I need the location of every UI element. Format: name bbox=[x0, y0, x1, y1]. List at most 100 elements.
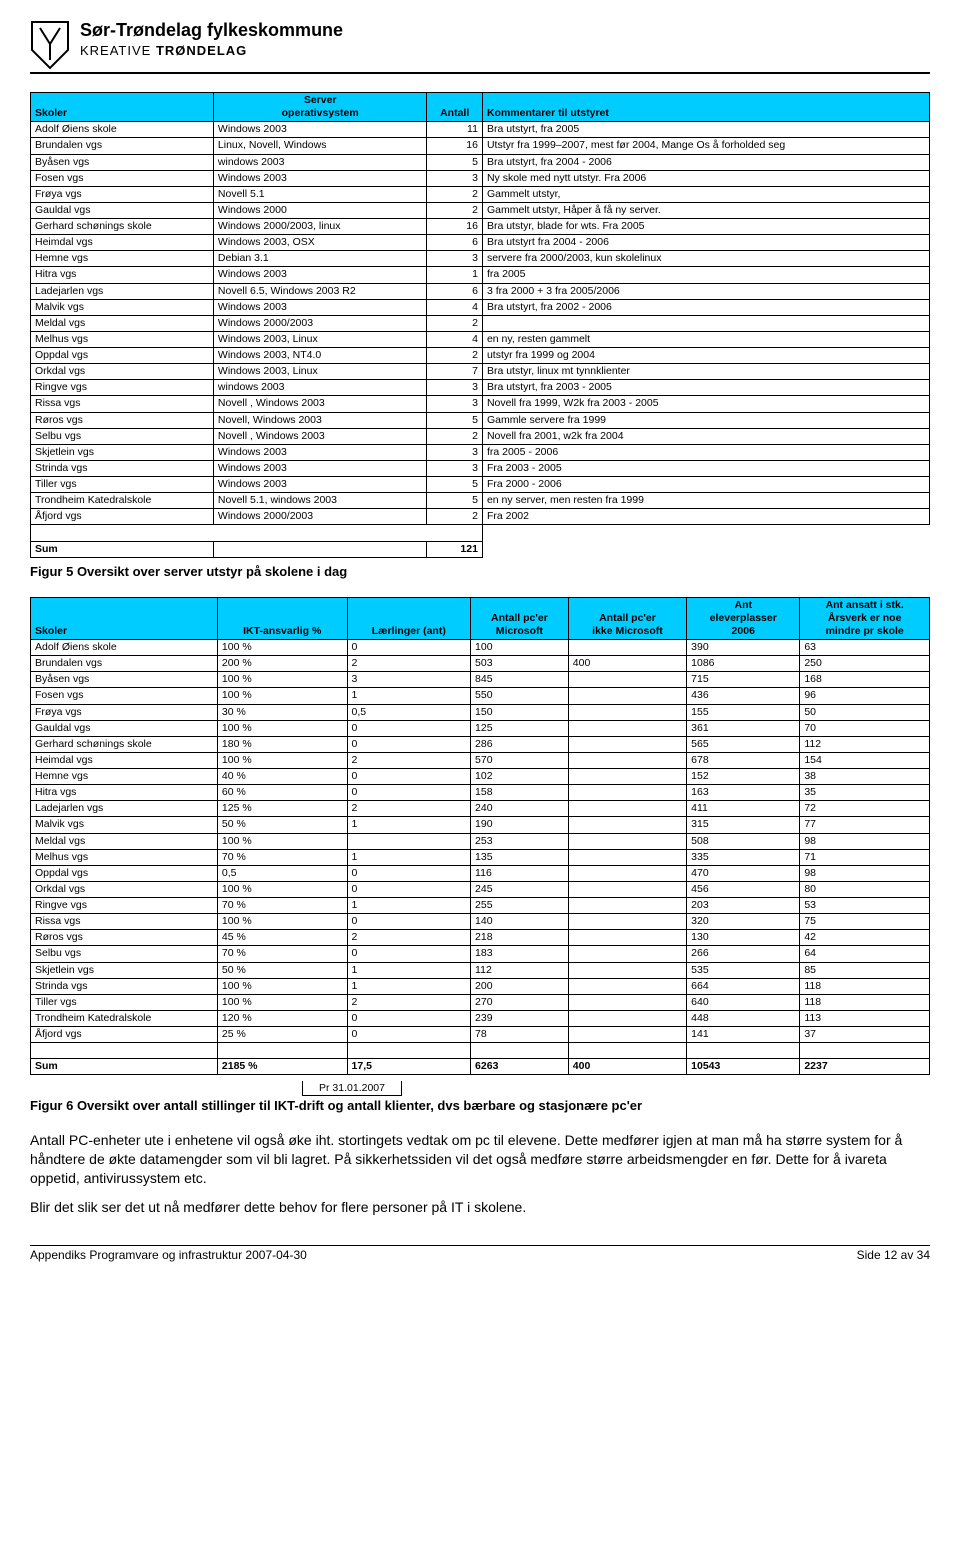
table-cell: Adolf Øiens skole bbox=[31, 122, 214, 138]
table-cell bbox=[568, 930, 686, 946]
col-antall: Antall bbox=[427, 93, 483, 122]
table-cell: Trondheim Katedralskole bbox=[31, 493, 214, 509]
table-cell: Gammelt utstyr, bbox=[482, 186, 929, 202]
table-cell: Windows 2000/2003 bbox=[213, 509, 427, 525]
table-cell: Hitra vgs bbox=[31, 785, 218, 801]
table-cell: Malvik vgs bbox=[31, 817, 218, 833]
table-row: Ladejarlen vgs125 %224041172 bbox=[31, 801, 930, 817]
table-cell: Windows 2003, NT4.0 bbox=[213, 348, 427, 364]
table-cell bbox=[568, 688, 686, 704]
table-cell: Windows 2003 bbox=[213, 299, 427, 315]
table-cell: 6 bbox=[427, 235, 483, 251]
table-row: Rissa vgs100 %014032075 bbox=[31, 914, 930, 930]
table-row: Skjetlein vgsWindows 20033fra 2005 - 200… bbox=[31, 444, 930, 460]
t2-sum-6: 2237 bbox=[800, 1059, 930, 1075]
t2-sum-row: Sum 2185 % 17,5 6263 400 10543 2237 bbox=[31, 1059, 930, 1075]
table-cell: 120 % bbox=[217, 1010, 347, 1026]
county-logo-icon bbox=[30, 20, 70, 70]
table-cell: 3 bbox=[427, 251, 483, 267]
table-cell: 100 % bbox=[217, 994, 347, 1010]
t2-col3: Antall pc'er Microsoft bbox=[471, 597, 569, 639]
table-row: Åfjord vgsWindows 2000/20032Fra 2002 bbox=[31, 509, 930, 525]
table-cell: Byåsen vgs bbox=[31, 154, 214, 170]
table-cell: 218 bbox=[471, 930, 569, 946]
table-cell: 98 bbox=[800, 833, 930, 849]
table-cell: Novell 5.1 bbox=[213, 186, 427, 202]
t2-blank-row bbox=[31, 1043, 930, 1059]
table-cell: 361 bbox=[687, 720, 800, 736]
table-cell: Fra 2003 - 2005 bbox=[482, 460, 929, 476]
table-cell: 0,5 bbox=[217, 865, 347, 881]
table-cell: Windows 2003 bbox=[213, 267, 427, 283]
table-cell: 5 bbox=[427, 154, 483, 170]
table-row: Oppdal vgs0,5011647098 bbox=[31, 865, 930, 881]
table-cell: Novell , Windows 2003 bbox=[213, 396, 427, 412]
table-blank-row bbox=[31, 525, 930, 541]
table-cell bbox=[568, 849, 686, 865]
table-cell: 100 % bbox=[217, 688, 347, 704]
table-row: Trondheim Katedralskole120 %0239448113 bbox=[31, 1010, 930, 1026]
table-row: Heimdal vgsWindows 2003, OSX6Bra utstyrt… bbox=[31, 235, 930, 251]
page-header: Sør-Trøndelag fylkeskommune KREATIVE TRØ… bbox=[30, 20, 930, 70]
table-cell bbox=[568, 962, 686, 978]
table-cell bbox=[568, 752, 686, 768]
table-cell: 7 bbox=[427, 364, 483, 380]
ikt-table: Skoler IKT-ansvarlig % Lærlinger (ant) A… bbox=[30, 597, 930, 1076]
table-cell: 113 bbox=[800, 1010, 930, 1026]
figure6-caption: Figur 6 Oversikt over antall stillinger … bbox=[30, 1098, 930, 1113]
table-cell: 96 bbox=[800, 688, 930, 704]
table-cell: Windows 2003, Linux bbox=[213, 364, 427, 380]
table-cell: 0 bbox=[347, 640, 471, 656]
table-cell: 168 bbox=[800, 672, 930, 688]
table-cell: Skjetlein vgs bbox=[31, 962, 218, 978]
table-row: Åfjord vgs25 %07814137 bbox=[31, 1027, 930, 1043]
col-os: Server operativsystem bbox=[213, 93, 427, 122]
table-cell: 5 bbox=[427, 493, 483, 509]
table-cell: 100 bbox=[471, 640, 569, 656]
table-row: Byåsen vgswindows 20035Bra utstyrt, fra … bbox=[31, 154, 930, 170]
table-cell: Tiller vgs bbox=[31, 477, 214, 493]
table-cell: Melhus vgs bbox=[31, 331, 214, 347]
table-cell: Bra utstyrt, fra 2004 - 2006 bbox=[482, 154, 929, 170]
table-cell: 1 bbox=[347, 978, 471, 994]
table-cell: 3 bbox=[427, 460, 483, 476]
table-cell: Gammelt utstyr, Håper å få ny server. bbox=[482, 202, 929, 218]
table-cell: Orkdal vgs bbox=[31, 881, 218, 897]
table-cell: 75 bbox=[800, 914, 930, 930]
table-cell: Novell fra 1999, W2k fra 2003 - 2005 bbox=[482, 396, 929, 412]
table-cell: Heimdal vgs bbox=[31, 752, 218, 768]
table-cell: Gauldal vgs bbox=[31, 202, 214, 218]
table-cell: 4 bbox=[427, 331, 483, 347]
table-cell: 239 bbox=[471, 1010, 569, 1026]
table-cell: servere fra 2000/2003, kun skolelinux bbox=[482, 251, 929, 267]
table-cell: Oppdal vgs bbox=[31, 865, 218, 881]
table-cell: 80 bbox=[800, 881, 930, 897]
table-cell: 135 bbox=[471, 849, 569, 865]
table-cell: 2 bbox=[427, 315, 483, 331]
table-cell: 100 % bbox=[217, 978, 347, 994]
table-cell: 240 bbox=[471, 801, 569, 817]
table-row: Ringve vgswindows 20033Bra utstyrt, fra … bbox=[31, 380, 930, 396]
table-cell: 150 bbox=[471, 704, 569, 720]
table-cell: Strinda vgs bbox=[31, 978, 218, 994]
table-cell: Brundalen vgs bbox=[31, 138, 214, 154]
table-cell: Adolf Øiens skole bbox=[31, 640, 218, 656]
table-row: Tiller vgs100 %2270640118 bbox=[31, 994, 930, 1010]
table-cell: 0,5 bbox=[347, 704, 471, 720]
table-cell: 38 bbox=[800, 769, 930, 785]
table-cell: Windows 2003 bbox=[213, 477, 427, 493]
table-cell: Trondheim Katedralskole bbox=[31, 1010, 218, 1026]
table-cell: 152 bbox=[687, 769, 800, 785]
table-cell: 1 bbox=[347, 962, 471, 978]
table-cell: 180 % bbox=[217, 736, 347, 752]
table-cell: 100 % bbox=[217, 833, 347, 849]
table-cell: 3 bbox=[347, 672, 471, 688]
table-cell: 16 bbox=[427, 219, 483, 235]
t2-sum-5: 10543 bbox=[687, 1059, 800, 1075]
table-cell: Melhus vgs bbox=[31, 849, 218, 865]
table-cell bbox=[568, 1027, 686, 1043]
table-row: Røros vgs45 %221813042 bbox=[31, 930, 930, 946]
table-cell bbox=[568, 640, 686, 656]
table-cell: Ladejarlen vgs bbox=[31, 801, 218, 817]
table-cell: 112 bbox=[800, 736, 930, 752]
